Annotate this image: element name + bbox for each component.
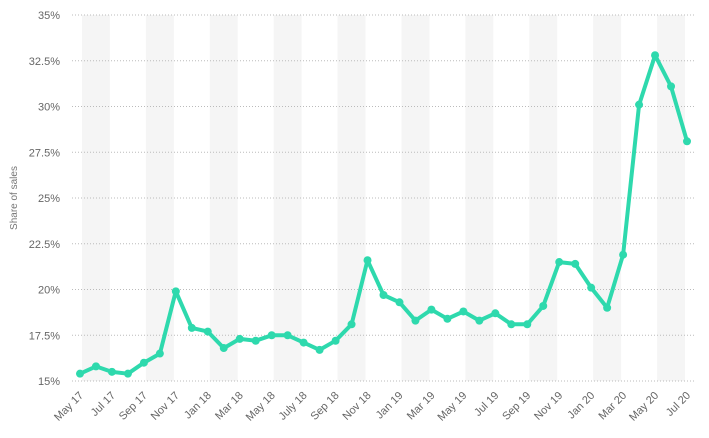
x-tick-label: Jan 19 <box>374 390 406 422</box>
data-point <box>283 331 292 340</box>
x-tick-label: May 19 <box>435 390 469 424</box>
y-tick-label: 35% <box>38 10 60 22</box>
y-tick-label: 25% <box>38 193 60 205</box>
data-point <box>587 283 596 292</box>
data-point <box>427 305 436 314</box>
x-tick-label: Nov 18 <box>341 390 374 423</box>
data-point <box>155 349 164 358</box>
data-point <box>491 309 500 318</box>
data-point <box>683 137 691 146</box>
data-point <box>219 344 228 353</box>
data-point <box>523 320 532 329</box>
data-point <box>619 250 628 259</box>
data-point <box>331 336 340 345</box>
data-point <box>139 358 148 367</box>
data-point <box>603 303 612 312</box>
data-point <box>299 338 308 347</box>
data-point <box>379 290 388 299</box>
data-point <box>251 336 260 345</box>
data-point <box>635 100 644 109</box>
y-axis-ticks: 15% 17.5% 20% 22.5% 25% 27.5% 30% 32.5% 35% <box>29 10 60 388</box>
data-point <box>459 307 468 316</box>
y-axis-label: Share of sales <box>9 166 20 230</box>
x-tick-label: May 18 <box>244 390 278 424</box>
data-point <box>203 327 212 336</box>
x-tick-label: Mar 19 <box>405 390 438 423</box>
data-point <box>539 301 548 310</box>
data-point <box>123 369 132 378</box>
y-tick-label: 20% <box>38 285 60 297</box>
x-tick-label: Nov 19 <box>532 390 565 423</box>
data-point <box>315 345 324 354</box>
data-point <box>667 82 676 91</box>
data-point <box>571 259 580 268</box>
data-point <box>555 258 564 267</box>
x-tick-label: Jul 17 <box>89 390 118 419</box>
data-point <box>187 323 196 332</box>
background-band <box>273 15 302 381</box>
y-tick-label: 15% <box>38 376 60 388</box>
data-point <box>171 287 180 296</box>
series-layer <box>76 51 691 378</box>
data-point <box>651 51 660 60</box>
data-point <box>395 298 404 307</box>
y-tick-label: 22.5% <box>29 239 60 251</box>
y-tick-label: 30% <box>38 102 60 114</box>
data-point <box>76 369 84 378</box>
background-band <box>209 15 238 381</box>
data-point <box>267 331 276 340</box>
y-tick-label: 32.5% <box>29 56 60 68</box>
x-tick-label: May 20 <box>627 390 661 424</box>
x-tick-label: May 17 <box>52 390 86 424</box>
data-point <box>443 314 452 323</box>
x-tick-label: Sep 19 <box>500 390 533 423</box>
x-tick-label: July 18 <box>277 390 310 423</box>
data-point <box>347 320 356 329</box>
background-band <box>657 15 685 381</box>
data-point <box>235 334 244 343</box>
x-tick-label: Nov 17 <box>149 390 182 423</box>
y-tick-label: 17.5% <box>29 330 60 342</box>
data-point <box>507 320 516 329</box>
data-point <box>363 256 372 265</box>
x-tick-label: Mar 20 <box>597 390 630 423</box>
data-point <box>107 367 116 376</box>
data-point <box>91 362 100 371</box>
x-tick-label: Jul 19 <box>472 390 501 419</box>
x-tick-label: Jul 20 <box>664 390 693 419</box>
x-tick-label: Mar 18 <box>213 390 246 423</box>
x-tick-label: Jan 18 <box>182 390 214 422</box>
x-tick-label: Jan 20 <box>565 390 597 422</box>
x-tick-label: Sep 18 <box>309 390 342 423</box>
data-point <box>475 316 484 325</box>
x-tick-label: Sep 17 <box>117 390 150 423</box>
y-tick-label: 27.5% <box>29 147 60 159</box>
data-point <box>411 316 420 325</box>
